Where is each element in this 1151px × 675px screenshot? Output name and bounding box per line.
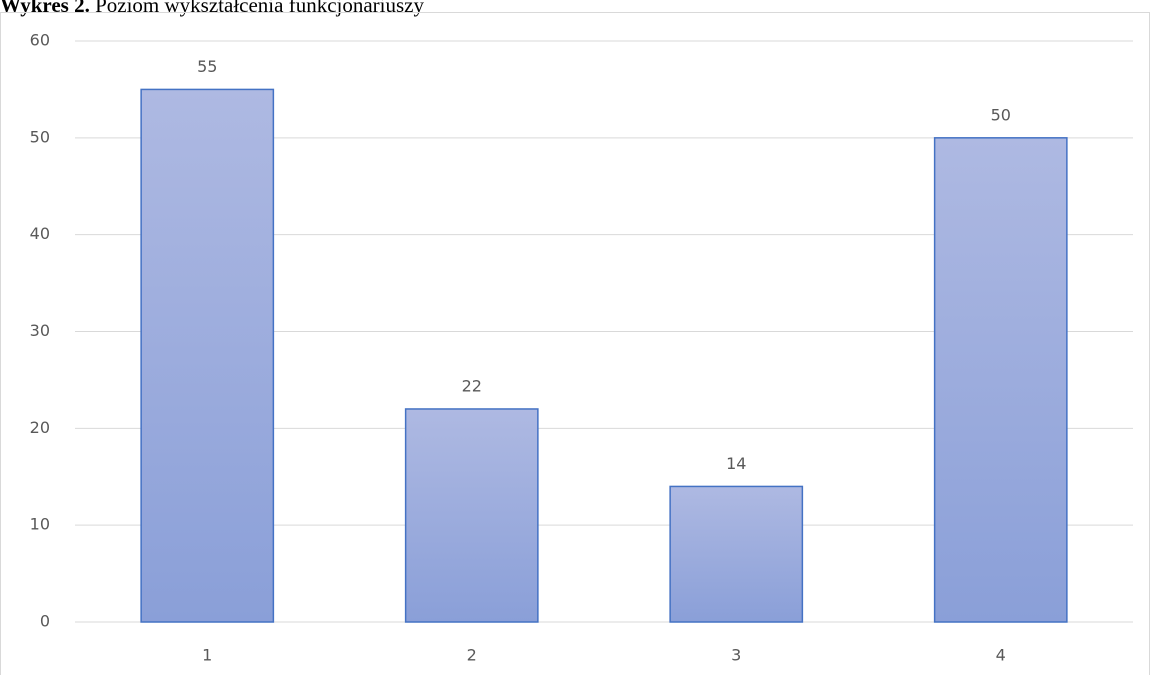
chart-border — [0, 12, 1150, 675]
y-tick-label: 10 — [30, 515, 50, 534]
data-label: 55 — [197, 57, 217, 76]
x-tick-label: 3 — [731, 646, 741, 665]
y-tick-label: 60 — [30, 31, 50, 50]
data-label: 14 — [726, 454, 746, 473]
x-tick-label: 1 — [202, 646, 212, 665]
y-tick-label: 40 — [30, 224, 50, 243]
bar — [404, 408, 539, 623]
bar — [140, 88, 275, 623]
x-tick-label: 4 — [996, 646, 1006, 665]
data-label: 50 — [991, 105, 1011, 124]
x-tick-label: 2 — [467, 646, 477, 665]
bar — [933, 137, 1068, 623]
bar — [669, 485, 804, 623]
data-label: 22 — [462, 376, 482, 395]
y-tick-label: 50 — [30, 127, 50, 146]
y-tick-label: 20 — [30, 418, 50, 437]
y-tick-label: 0 — [40, 612, 50, 631]
y-tick-label: 30 — [30, 321, 50, 340]
